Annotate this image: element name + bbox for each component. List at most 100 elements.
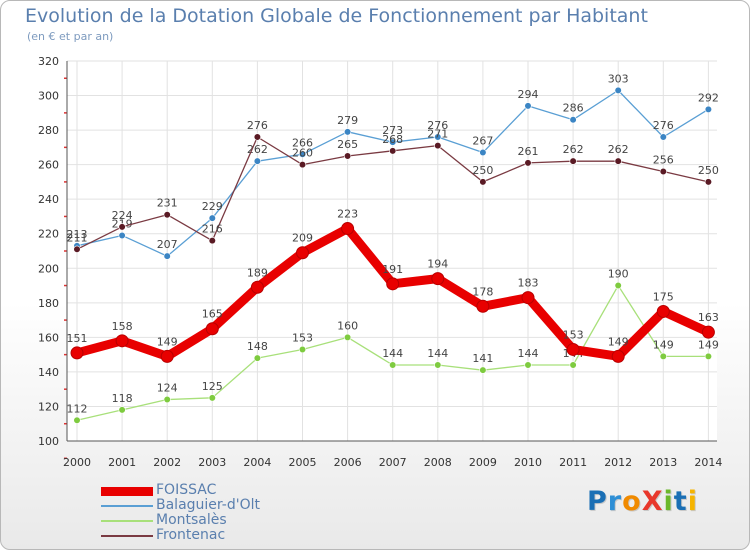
x-tick-label: 2003 xyxy=(198,456,226,469)
data-point xyxy=(163,395,171,404)
data-label: 262 xyxy=(247,143,268,156)
data-point xyxy=(614,281,622,290)
data-point xyxy=(163,211,171,219)
data-label: 276 xyxy=(653,119,674,132)
x-tick-label: 2002 xyxy=(153,456,181,469)
x-tick-label: 2005 xyxy=(289,456,317,469)
x-tick-label: 2012 xyxy=(604,456,632,469)
y-tick-label: 200 xyxy=(38,262,59,275)
data-point xyxy=(659,352,667,360)
data-label: 262 xyxy=(563,143,584,156)
y-tick-label: 300 xyxy=(38,90,59,103)
data-point xyxy=(479,178,487,186)
data-point xyxy=(524,361,532,369)
data-point xyxy=(253,354,261,362)
data-label: 153 xyxy=(563,328,584,341)
data-point xyxy=(208,237,216,245)
y-tick-label: 240 xyxy=(38,193,59,206)
data-point xyxy=(298,161,307,169)
data-label: 303 xyxy=(608,72,629,85)
x-tick-label: 2014 xyxy=(694,456,722,469)
y-tick-label: 280 xyxy=(38,124,59,137)
data-point xyxy=(659,133,667,141)
data-label: 268 xyxy=(382,133,403,146)
x-tick-label: 2013 xyxy=(649,456,677,469)
data-label: 148 xyxy=(247,340,268,353)
data-label: 158 xyxy=(112,320,133,333)
data-point xyxy=(566,342,580,356)
y-tick-label: 260 xyxy=(38,159,59,172)
data-label: 141 xyxy=(472,352,493,365)
data-label: 118 xyxy=(112,392,133,405)
legend-swatch xyxy=(101,535,153,537)
x-tick-label: 2001 xyxy=(108,456,136,469)
data-point xyxy=(73,416,81,424)
data-point xyxy=(704,178,713,186)
data-point xyxy=(434,142,442,150)
data-label: 144 xyxy=(518,347,539,360)
data-label: 144 xyxy=(427,347,448,360)
data-label: 231 xyxy=(157,197,178,210)
data-label: 250 xyxy=(472,164,493,177)
data-label: 260 xyxy=(292,147,313,160)
y-tick-label: 100 xyxy=(38,435,59,448)
data-point xyxy=(298,345,307,354)
data-point xyxy=(386,277,400,291)
data-label: 163 xyxy=(698,311,719,324)
data-label: 265 xyxy=(337,138,358,151)
data-label: 276 xyxy=(247,119,268,132)
data-point xyxy=(389,138,397,146)
data-label: 256 xyxy=(653,154,674,167)
data-label: 266 xyxy=(292,136,313,149)
data-point xyxy=(205,322,219,336)
data-point xyxy=(524,159,532,167)
data-label: 216 xyxy=(202,223,223,236)
x-tick-label: 2000 xyxy=(63,456,91,469)
y-tick-label: 180 xyxy=(38,297,59,310)
data-label: 223 xyxy=(337,208,358,221)
data-point xyxy=(614,157,622,165)
data-label: 213 xyxy=(67,228,88,241)
y-tick-label: 320 xyxy=(38,55,59,68)
data-label: 261 xyxy=(518,145,539,158)
proxiti-logo: ProXiti xyxy=(587,486,698,517)
data-label: 250 xyxy=(698,164,719,177)
data-label: 276 xyxy=(427,119,448,132)
legend-swatch xyxy=(101,505,153,507)
x-tick-label: 2004 xyxy=(243,456,271,469)
data-point xyxy=(434,361,442,369)
data-point xyxy=(701,325,715,339)
x-tick-label: 2009 xyxy=(469,456,497,469)
chart-subtitle: (en € et par an) xyxy=(27,30,114,43)
plot-area xyxy=(67,61,717,441)
data-label: 149 xyxy=(653,338,674,351)
data-point xyxy=(569,157,577,165)
data-label: 124 xyxy=(157,382,178,395)
data-label: 209 xyxy=(292,232,313,245)
data-label: 151 xyxy=(67,332,88,345)
data-label: 112 xyxy=(67,402,88,415)
data-point xyxy=(659,167,667,176)
data-label: 153 xyxy=(292,331,313,344)
data-point xyxy=(115,334,129,348)
data-label: 175 xyxy=(653,290,674,303)
data-point xyxy=(611,349,625,363)
data-label: 271 xyxy=(427,128,448,141)
legend-label: FOISSAC xyxy=(156,482,217,498)
y-tick-label: 120 xyxy=(38,400,59,413)
data-label: 292 xyxy=(698,91,719,104)
data-label: 229 xyxy=(202,200,223,213)
data-point xyxy=(208,214,216,222)
y-tick-label: 140 xyxy=(38,366,59,379)
data-label: 149 xyxy=(698,338,719,351)
data-point xyxy=(704,105,713,113)
data-point xyxy=(704,352,713,360)
data-label: 262 xyxy=(608,143,629,156)
data-point xyxy=(344,128,352,136)
data-point xyxy=(344,152,352,160)
data-point xyxy=(253,157,261,165)
data-label: 144 xyxy=(382,347,403,360)
data-label: 273 xyxy=(382,124,403,137)
legend-swatch xyxy=(101,486,153,496)
